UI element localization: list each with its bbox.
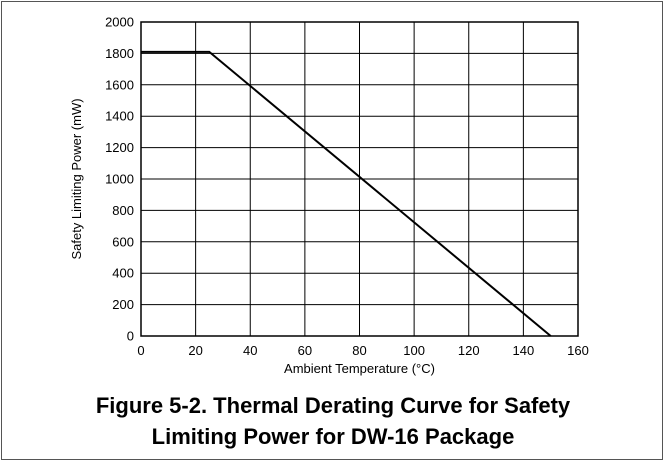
y-tick-label: 2000	[105, 15, 134, 30]
caption-line-1: Figure 5-2. Thermal Derating Curve for S…	[95, 393, 571, 418]
chart-ticks: 0 20 40 60 80 100 120 140 1600200400600800100012…	[105, 15, 589, 359]
y-tick-label: 0	[127, 329, 134, 344]
y-tick-label: 400	[112, 266, 134, 281]
x-tick-label: 20	[188, 343, 202, 358]
y-tick-label: 200	[112, 297, 134, 312]
plot-area	[140, 21, 579, 337]
series-line-1	[141, 50, 552, 337]
y-tick-label: 600	[112, 234, 134, 249]
x-tick-label: 140	[513, 343, 535, 358]
x-tick-label: 120	[458, 343, 480, 358]
y-tick-label: 1200	[105, 140, 134, 155]
caption-line-2: Limiting Power for DW-16 Package	[151, 424, 515, 449]
y-tick-label: 1000	[105, 172, 134, 187]
x-tick-label: 60	[298, 343, 312, 358]
y-tick-label: 800	[112, 203, 134, 218]
y-axis-label: Safety Limiting Power (mW)	[69, 98, 84, 259]
chart-series	[141, 50, 552, 337]
derating-chart: 0 20 40 60 80 100 120 140 1600200400600800100012…	[69, 15, 589, 377]
y-tick-label: 1400	[105, 109, 134, 124]
chart-grid	[140, 21, 579, 337]
x-tick-label: 80	[352, 343, 366, 358]
figure-caption: Figure 5-2. Thermal Derating Curve for S…	[0, 390, 666, 452]
y-tick-label: 1600	[105, 77, 134, 92]
y-tick-label: 1800	[105, 46, 134, 61]
x-axis-label: Ambient Temperature (°C)	[284, 361, 435, 376]
x-tick-label: 160	[567, 343, 589, 358]
x-tick-label: 0	[137, 343, 144, 358]
x-tick-label: 100	[403, 343, 425, 358]
x-tick-label: 40	[243, 343, 257, 358]
